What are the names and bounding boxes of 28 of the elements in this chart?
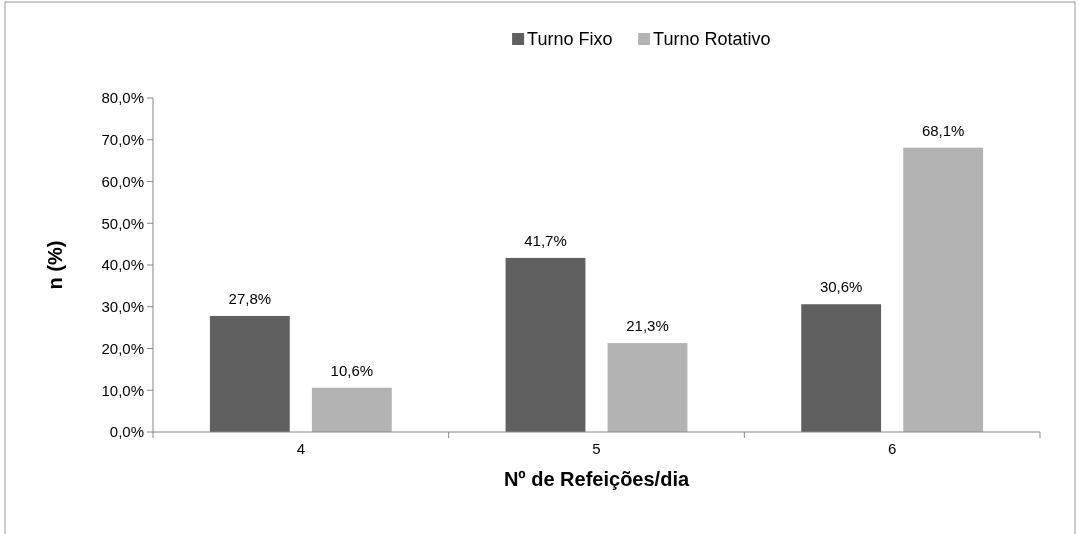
legend-label: Turno Fixo — [527, 29, 613, 49]
x-tick-label: 4 — [296, 440, 306, 457]
bar — [801, 304, 882, 432]
y-tick-label: 40,0% — [101, 256, 144, 274]
data-label: 27,8% — [228, 289, 272, 307]
y-tick-label: 20,0% — [101, 339, 144, 357]
y-tick-label: 60,0% — [101, 172, 144, 190]
bar — [311, 387, 392, 432]
data-label: 41,7% — [524, 231, 567, 249]
y-tick-label: 0,0% — [109, 423, 144, 441]
x-tick-label: 5 — [592, 440, 601, 457]
bar — [505, 257, 586, 432]
bar — [209, 315, 290, 432]
y-axis-title: n (%) — [44, 240, 66, 290]
data-label: 10,6% — [330, 361, 374, 379]
x-tick-label: 6 — [887, 440, 897, 457]
x-axis-title: Nº de Refeições/dia — [503, 468, 690, 490]
bar — [903, 147, 984, 432]
legend-label: Turno Rotativo — [653, 29, 771, 49]
data-label: 30,6% — [819, 278, 863, 296]
y-tick-label: 80,0% — [101, 89, 144, 107]
y-tick-label: 50,0% — [101, 214, 144, 232]
y-tick-label: 70,0% — [101, 131, 144, 148]
data-label: 21,3% — [626, 317, 669, 335]
data-label: 68,1% — [921, 121, 965, 139]
y-tick-label: 30,0% — [101, 298, 144, 315]
y-tick-label: 10,0% — [101, 381, 144, 399]
bar — [607, 343, 688, 432]
